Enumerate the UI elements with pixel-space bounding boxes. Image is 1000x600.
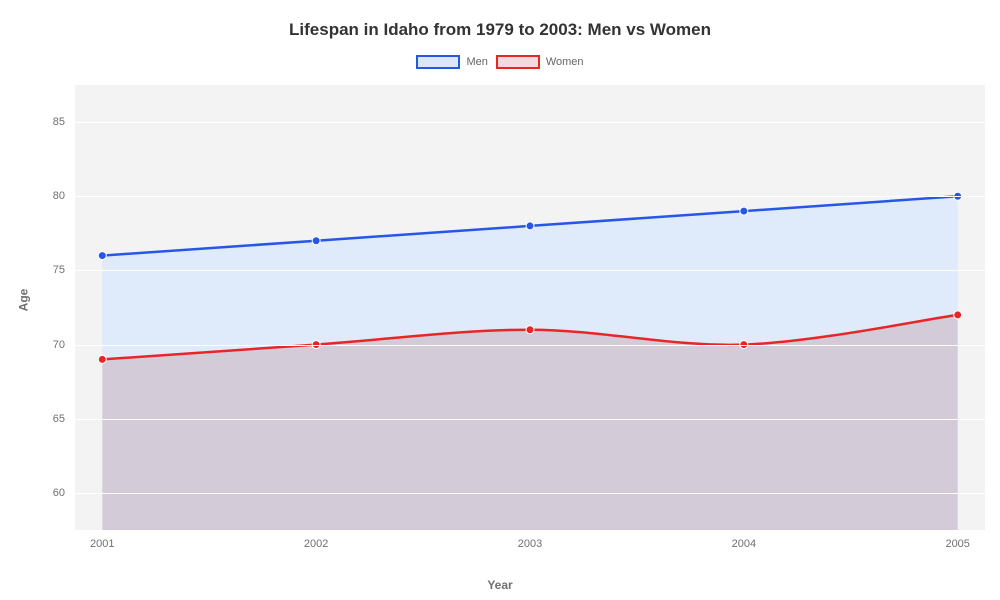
x-tick-label: 2002: [304, 530, 328, 550]
y-tick-label: 65: [53, 413, 75, 425]
marker-men[interactable]: [526, 222, 534, 230]
plot-area: 60657075808520012002200320042005: [75, 85, 985, 530]
marker-men[interactable]: [312, 237, 320, 245]
gridline-h: [75, 493, 985, 494]
chart-svg: [75, 85, 985, 530]
marker-men[interactable]: [740, 207, 748, 215]
legend-item-women[interactable]: Women: [496, 55, 584, 69]
gridline-h: [75, 270, 985, 271]
x-tick-label: 2001: [90, 530, 114, 550]
marker-women[interactable]: [954, 311, 962, 319]
marker-women[interactable]: [526, 326, 534, 334]
x-tick-label: 2004: [732, 530, 756, 550]
gridline-h: [75, 122, 985, 123]
y-tick-label: 80: [53, 190, 75, 202]
legend: Men Women: [0, 55, 1000, 69]
y-tick-label: 75: [53, 264, 75, 276]
y-axis-label: Age: [16, 289, 30, 312]
y-tick-label: 60: [53, 487, 75, 499]
legend-item-men[interactable]: Men: [416, 55, 487, 69]
legend-swatch-men: [416, 55, 460, 69]
x-tick-label: 2003: [518, 530, 542, 550]
gridline-h: [75, 345, 985, 346]
chart-container: Lifespan in Idaho from 1979 to 2003: Men…: [0, 0, 1000, 600]
chart-title: Lifespan in Idaho from 1979 to 2003: Men…: [0, 20, 1000, 40]
marker-women[interactable]: [98, 355, 106, 363]
x-tick-label: 2005: [945, 530, 969, 550]
legend-label-women: Women: [546, 56, 584, 68]
x-axis-label: Year: [0, 578, 1000, 592]
y-tick-label: 85: [53, 116, 75, 128]
gridline-h: [75, 196, 985, 197]
gridline-h: [75, 419, 985, 420]
legend-label-men: Men: [466, 56, 487, 68]
y-tick-label: 70: [53, 339, 75, 351]
legend-swatch-women: [496, 55, 540, 69]
marker-men[interactable]: [98, 252, 106, 260]
